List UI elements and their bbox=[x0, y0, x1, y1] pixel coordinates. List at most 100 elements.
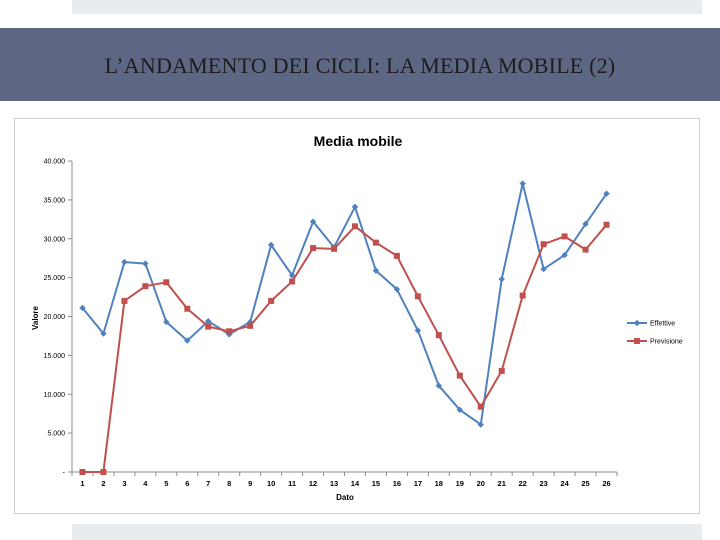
point-previsione bbox=[519, 292, 526, 299]
point-previsione bbox=[477, 403, 484, 410]
point-previsione bbox=[540, 241, 547, 248]
point-effettive bbox=[435, 382, 443, 389]
x-axis-label: Dato bbox=[336, 493, 354, 502]
point-effettive bbox=[393, 286, 401, 293]
point-effettive bbox=[309, 218, 317, 225]
x-tick-label: 2 bbox=[101, 479, 105, 488]
x-tick-label: 16 bbox=[393, 479, 401, 488]
point-effettive bbox=[414, 327, 422, 334]
legend-marker-effettive bbox=[633, 319, 641, 327]
point-effettive bbox=[582, 220, 589, 228]
point-previsione bbox=[163, 279, 170, 286]
point-effettive bbox=[540, 265, 547, 273]
point-effettive bbox=[205, 317, 212, 325]
x-tick-label: 10 bbox=[267, 479, 275, 488]
x-tick-label: 24 bbox=[560, 479, 569, 488]
point-effettive bbox=[603, 190, 610, 197]
chart-frame: Media mobile Valore Dato - 5.000 10.000 15.… bbox=[14, 118, 700, 514]
point-effettive bbox=[477, 421, 484, 428]
point-previsione bbox=[100, 469, 107, 475]
point-previsione bbox=[79, 469, 86, 475]
bottom-decor-bar bbox=[72, 524, 702, 540]
x-tick-label: 9 bbox=[248, 479, 252, 488]
x-tick-label: 25 bbox=[581, 479, 589, 488]
x-tick-label: 21 bbox=[498, 479, 506, 488]
series-layer bbox=[79, 180, 610, 475]
point-effettive bbox=[372, 267, 380, 274]
point-previsione bbox=[205, 323, 212, 330]
x-tick-label: 26 bbox=[602, 479, 610, 488]
point-effettive bbox=[288, 272, 296, 279]
point-effettive bbox=[498, 275, 505, 283]
x-tick-label: 19 bbox=[456, 479, 464, 488]
x-tick-label: 22 bbox=[519, 479, 527, 488]
x-tick-label: 18 bbox=[435, 479, 443, 488]
point-previsione bbox=[435, 332, 442, 339]
x-tick-label: 7 bbox=[206, 479, 210, 488]
header-band bbox=[0, 28, 720, 101]
y-tick-label: 40.000 bbox=[44, 159, 66, 166]
x-tick-label: 8 bbox=[227, 479, 231, 488]
point-effettive bbox=[519, 180, 526, 187]
x-tick-label: 13 bbox=[330, 479, 338, 488]
slide-title: L’ANDAMENTO DEI CICLI: LA MEDIA MOBILE (… bbox=[104, 53, 616, 78]
legend-label-previsione: Previsione bbox=[650, 339, 683, 346]
point-previsione bbox=[331, 245, 338, 252]
x-tick-label: 11 bbox=[288, 479, 296, 488]
top-decor-bar bbox=[72, 0, 702, 14]
legend: Effettive Previsione bbox=[627, 319, 683, 346]
y-tick-label: 20.000 bbox=[44, 314, 66, 321]
point-previsione bbox=[582, 246, 589, 253]
x-tick-label: 14 bbox=[351, 479, 360, 488]
point-effettive bbox=[121, 258, 128, 266]
x-tick-label: 23 bbox=[539, 479, 547, 488]
legend-label-effettive: Effettive bbox=[650, 321, 675, 328]
legend-marker-previsione bbox=[634, 338, 640, 344]
x-tick-label: 5 bbox=[164, 479, 168, 488]
moving-average-chart: Media mobile Valore Dato - 5.000 10.000 15.… bbox=[31, 133, 683, 502]
axes-group: - 5.000 10.000 15.000 20.000 25.000 30.000 35.0… bbox=[44, 159, 618, 488]
x-tick-label: 12 bbox=[309, 479, 317, 488]
y-tick-label: 5.000 bbox=[47, 431, 65, 438]
x-tick-label: 1 bbox=[80, 479, 84, 488]
series-line-effettive bbox=[81, 182, 608, 426]
point-effettive bbox=[267, 241, 275, 249]
series-line-previsione bbox=[82, 224, 608, 473]
point-previsione bbox=[121, 297, 128, 304]
point-effettive bbox=[184, 337, 191, 344]
point-previsione bbox=[351, 223, 358, 230]
y-axis-label: Valore bbox=[31, 305, 40, 330]
point-effettive bbox=[351, 203, 359, 211]
point-previsione bbox=[184, 305, 191, 312]
x-tick-label: 15 bbox=[372, 479, 380, 488]
point-previsione bbox=[310, 245, 317, 252]
y-tick-label: 15.000 bbox=[44, 353, 66, 360]
x-tick-label: 6 bbox=[185, 479, 189, 488]
point-previsione bbox=[142, 283, 149, 290]
y-tick-label: - bbox=[63, 470, 66, 477]
point-previsione bbox=[603, 221, 610, 228]
point-effettive bbox=[100, 330, 107, 337]
point-previsione bbox=[289, 278, 296, 285]
point-previsione bbox=[561, 233, 568, 240]
y-tick-label: 35.000 bbox=[44, 197, 66, 204]
point-previsione bbox=[414, 293, 421, 300]
y-tick-label: 30.000 bbox=[44, 236, 66, 243]
point-effettive bbox=[561, 251, 568, 259]
x-tick-label: 3 bbox=[122, 479, 126, 488]
point-effettive bbox=[163, 318, 170, 326]
y-tick-label: 10.000 bbox=[44, 392, 66, 399]
point-previsione bbox=[456, 372, 463, 379]
point-previsione bbox=[393, 252, 400, 259]
x-tick-label: 4 bbox=[143, 479, 148, 488]
point-effettive bbox=[456, 406, 463, 413]
point-previsione bbox=[247, 322, 254, 329]
x-tick-label: 17 bbox=[414, 479, 422, 488]
x-tick-label: 20 bbox=[477, 479, 485, 488]
y-tick-label: 25.000 bbox=[44, 275, 66, 282]
point-previsione bbox=[498, 367, 505, 374]
point-effettive bbox=[79, 304, 86, 312]
chart-title: Media mobile bbox=[314, 133, 403, 149]
point-previsione bbox=[372, 239, 379, 246]
point-effettive bbox=[142, 260, 149, 267]
